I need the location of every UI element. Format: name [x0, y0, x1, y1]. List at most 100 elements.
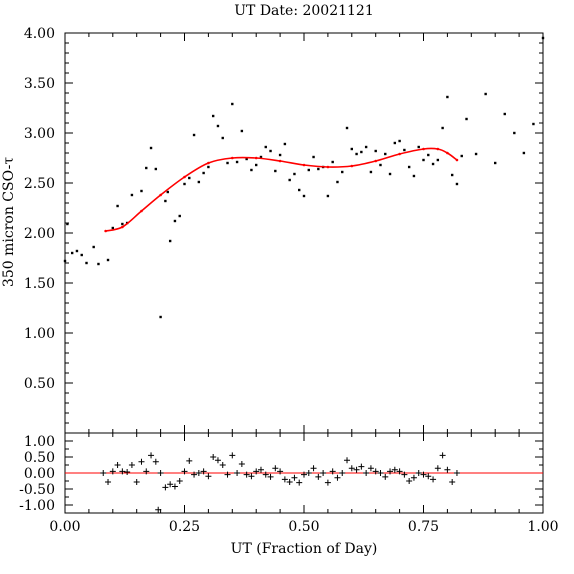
data-point [364, 145, 368, 149]
resid-y-tick-label: 1.00 [24, 434, 55, 450]
data-point [207, 165, 210, 169]
residual-point [396, 468, 403, 475]
residual-point [387, 468, 394, 475]
data-point [159, 315, 162, 319]
data-point [274, 169, 277, 173]
residual-point [105, 478, 112, 485]
residual-point [329, 468, 336, 475]
data-point [484, 92, 487, 96]
data-point [384, 152, 387, 156]
residual-point [320, 470, 327, 476]
residual-point [205, 473, 212, 480]
data-point [312, 155, 315, 159]
residual-point [114, 462, 121, 468]
data-point [259, 155, 263, 159]
data-point [211, 114, 215, 118]
residual-point [339, 470, 346, 476]
fit-marker [302, 163, 306, 167]
data-point [121, 222, 124, 226]
data-point [66, 222, 69, 226]
data-point [369, 170, 373, 174]
residual-point [219, 462, 226, 468]
main-plot-area: 0.50 1.00 1.50 2.00 2.50 3.00 3.50 4.00 [24, 26, 545, 434]
residual-point [372, 468, 379, 475]
residual-point [344, 457, 351, 464]
data-point [278, 153, 282, 157]
residual-point [272, 465, 279, 472]
data-point [360, 150, 363, 154]
residual-point [439, 452, 446, 459]
data-point [216, 124, 220, 128]
residual-point [155, 506, 162, 513]
residual-point [133, 478, 140, 485]
residual-point [262, 471, 269, 478]
data-point [264, 145, 267, 149]
residual-point [128, 462, 135, 468]
data-point [331, 160, 334, 164]
x-tick-label: 0.75 [408, 519, 439, 535]
x-tick-label: 0.25 [169, 519, 200, 535]
residual-point [286, 478, 293, 485]
residual-point [324, 479, 331, 486]
data-point [388, 172, 392, 176]
resid-y-tick-label: 0.00 [24, 466, 55, 482]
residual-point [191, 471, 198, 478]
residual-point [119, 468, 126, 475]
residual-point [238, 461, 245, 468]
data-point [255, 163, 258, 167]
data-point [455, 182, 459, 186]
data-point [70, 251, 74, 255]
data-point [302, 194, 306, 198]
residual-point [195, 470, 202, 476]
fit-marker [374, 159, 378, 163]
data-point [522, 151, 526, 155]
data-point [235, 160, 239, 164]
data-point [450, 173, 454, 177]
y-tick-label: 3.00 [24, 126, 55, 142]
fit-marker [422, 147, 425, 151]
residual-point [358, 463, 365, 470]
data-point [116, 204, 119, 208]
residual-point [449, 478, 456, 485]
residual-point [253, 468, 260, 475]
fit-marker [446, 151, 449, 155]
data-point [240, 129, 244, 133]
residual-point [296, 479, 303, 486]
residual-point [363, 470, 370, 476]
fit-marker [121, 225, 124, 229]
residual-point [162, 484, 169, 491]
data-point [226, 161, 229, 165]
residual-point [315, 473, 322, 480]
residual-point [305, 470, 312, 476]
y-tick-label: 2.00 [24, 226, 55, 242]
data-point [446, 95, 449, 99]
fit-marker [207, 161, 210, 165]
data-point [355, 152, 358, 156]
data-point [197, 180, 201, 184]
residual-point [148, 452, 155, 459]
residual-point [229, 452, 236, 459]
residual-point [353, 466, 360, 473]
residual-point [281, 476, 288, 483]
data-point [541, 36, 545, 40]
data-point [503, 112, 506, 116]
x-tick-label: 0.50 [288, 519, 319, 535]
data-point [130, 193, 134, 197]
residual-point [410, 474, 417, 481]
fit-marker [398, 152, 401, 156]
residual-point [310, 465, 317, 472]
residual-point [301, 471, 307, 478]
data-point [393, 141, 397, 145]
data-point [106, 258, 110, 262]
residual-point [382, 473, 389, 480]
data-point [298, 188, 301, 192]
residual-point [291, 474, 298, 481]
data-point [532, 122, 535, 126]
data-point [80, 253, 83, 257]
residual-point [124, 469, 131, 476]
data-point [465, 117, 468, 121]
residual-point [401, 471, 408, 478]
data-point [431, 162, 435, 166]
data-point [111, 226, 114, 230]
data-point [417, 145, 420, 149]
